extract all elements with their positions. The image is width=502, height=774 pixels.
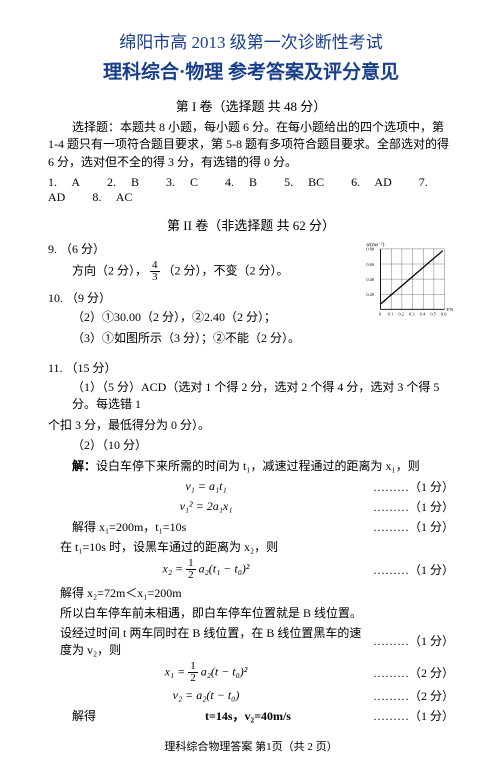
title-main: 绵阳市高 2013 级第一次诊断性考试 [48,28,454,53]
svg-text:0.2: 0.2 [398,312,404,317]
eq-v1: v₁ = a₁t₁ ………（1 分） [48,478,454,495]
page-footer: 理科综合物理答案 第1页（共 2 页） [48,738,454,754]
q11-r6: 解得 t=14s，v₂=40m/s ………（1 分） [48,707,454,724]
svg-text:0.80: 0.80 [366,247,375,252]
q11-r5: 设经过时间 t 两车同时在 B 线位置，在 B 线位置黑车的速度为 v₂，则 …… [48,624,454,658]
eq-x2: x₂ = 12 a₂(t₁ − t₀)² ………（1 分） [48,558,454,581]
ans-5: 5. BC [284,175,336,189]
instructions-text: 选择题：本题共 8 小题，每小题 6 分。在每小题给出的四个选项中，第 1-4 … [48,120,449,169]
answers-row: 1. A 2. B 3. C 4. B 5. BC 6. AD 7. AD 8.… [48,175,454,205]
eq-v1sq: v₁² = 2a₁x₁ ………（1 分） [48,498,454,515]
part2-heading: 第 II 卷（非选择题 共 62 分） [48,215,454,234]
graph-xlabel: F/N [446,307,454,312]
eq-v2: v₂ = a₂(t − t₀) ………（2 分） [48,687,454,704]
q10-l2: （3）①如图所示（3 分）；②不能（2 分）。 [72,330,454,347]
ans-8: 8. AC [92,190,144,204]
svg-text:0.20: 0.20 [366,292,375,297]
q11-r1: 解得 x₁=200m，t₁=10s ………（1 分） [48,518,454,535]
q11-r3: 解得 x₂=72m＜x₁=200m [60,584,454,601]
svg-text:0.1: 0.1 [388,312,394,317]
ans-4: 4. B [225,175,269,189]
line-graph: a/(ms⁻²) 0.80 0.60 [364,240,454,320]
ans-3: 3. C [166,175,210,189]
graph-box: a/(ms⁻²) 0.80 0.60 [364,240,454,320]
ans-1: 1. A [48,175,92,189]
solve-label: 解： [72,459,96,473]
svg-text:0.4: 0.4 [420,312,426,317]
title-sub: 理科综合·物理 参考答案及评分意见 [48,57,454,84]
svg-text:0.40: 0.40 [366,277,375,282]
q11-r4: 所以白车停车前未相遇，即白车停车位置就是 B 线位置。 [60,604,454,621]
page: 绵阳市高 2013 级第一次诊断性考试 理科综合·物理 参考答案及评分意见 第 … [0,0,502,774]
frac-4-3: 4 3 [150,260,160,283]
part1-instructions: 选择题：本题共 8 小题，每小题 6 分。在每小题给出的四个选项中，第 1-4 … [48,119,454,171]
q11-p1b: 个扣 3 分，最低得分为 0 分）。 [48,417,454,434]
ans-6: 6. AD [351,175,404,189]
mark: ………（1 分） [364,478,454,495]
q11-r2: 在 t₁=10s 时，设黑车通过的距离为 x₂，则 [60,538,454,555]
svg-text:0.60: 0.60 [366,262,375,267]
q11-p1a: （1）（5 分）ACD（选对 1 个得 2 分，选对 2 个得 4 分，选对 3… [72,379,454,414]
q9-q10-block: a/(ms⁻²) 0.80 0.60 [48,240,454,353]
svg-text:0.5: 0.5 [430,312,436,317]
svg-text:0.6: 0.6 [441,312,447,317]
part1-heading: 第 I 卷（选择题 共 48 分） [48,96,454,115]
svg-text:0.3: 0.3 [409,312,415,317]
q11-p3: 解：设白车停下来所需的时间为 t₁，减速过程通过的距离为 x₁，则 [72,458,454,475]
q11: 11. （15 分） （1）（5 分）ACD（选对 1 个得 2 分，选对 2 … [48,359,454,724]
ans-2: 2. B [107,175,151,189]
eq-x1: x₁ = 12 a₂(t − t₀)² ………（2 分） [48,661,454,684]
q11-num: 11. （15 分） [48,359,454,376]
q11-p2: （2）（10 分） [72,437,454,454]
